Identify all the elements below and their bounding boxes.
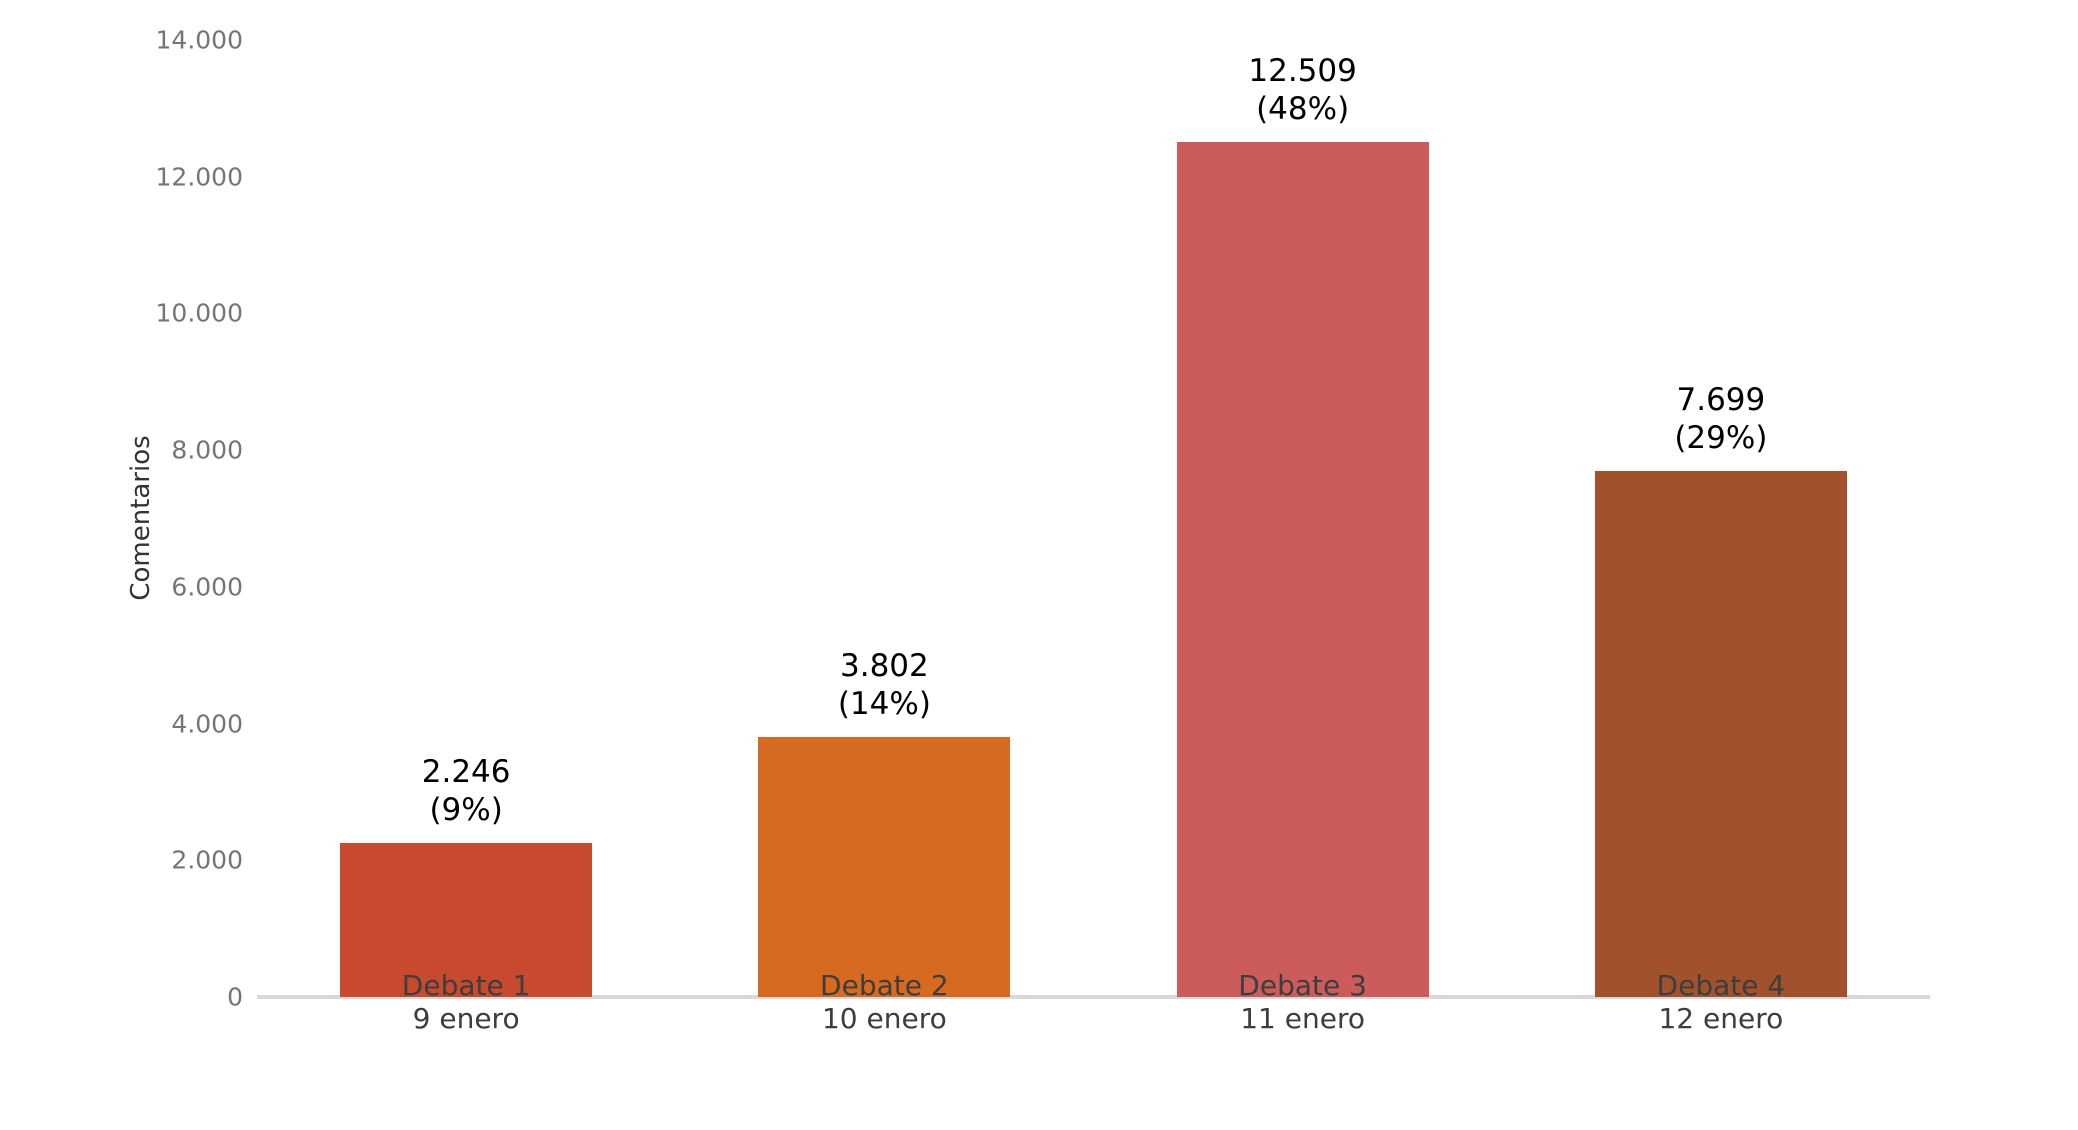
x-tick-label: Debate 2 10 enero <box>675 969 1093 1035</box>
x-tick-label: Debate 3 11 enero <box>1094 969 1512 1035</box>
x-tick-category: Debate 3 <box>1238 969 1367 1002</box>
x-tick-label: Debate 4 12 enero <box>1512 969 1930 1035</box>
x-tick-date: 10 enero <box>821 1002 947 1035</box>
y-tick-label: 12.000 <box>155 162 243 192</box>
bar-debate-1 <box>340 843 593 997</box>
y-tick-label: 0 <box>227 982 243 1012</box>
bar-value-label: 7.699 (29%) <box>1512 381 1930 457</box>
x-tick-date: 9 enero <box>412 1002 520 1035</box>
y-tick-label: 8.000 <box>171 435 243 465</box>
x-axis-baseline <box>257 995 1930 999</box>
y-tick-label: 14.000 <box>155 25 243 55</box>
x-tick-category: Debate 1 <box>401 969 531 1002</box>
bar-debate-2 <box>758 737 1011 997</box>
bar-value-text: 7.699 <box>1676 381 1766 418</box>
x-tick-date: 11 enero <box>1240 1002 1365 1035</box>
x-tick-category: Debate 2 <box>820 969 949 1002</box>
bar-debate-3 <box>1176 141 1429 997</box>
y-tick-label: 6.000 <box>171 572 243 602</box>
bar-value-text: 3.802 <box>840 648 929 685</box>
plot-area: 2.246 (9%) 3.802 (14%) 12.509 (48%) 7.699 (29%) <box>257 40 1930 999</box>
bar-value-label: 12.509 (48%) <box>1094 52 1512 128</box>
x-tick-category: Debate 4 <box>1656 969 1786 1002</box>
bar-percent-text: (9%) <box>429 792 503 829</box>
y-tick-label: 4.000 <box>171 709 243 739</box>
y-tick-label: 10.000 <box>155 298 243 328</box>
y-tick-label: 2.000 <box>171 845 243 875</box>
bar-percent-text: (48%) <box>1256 90 1350 127</box>
bar-debate-4 <box>1594 470 1847 997</box>
bar-percent-text: (14%) <box>837 686 931 723</box>
bar-value-text: 12.509 <box>1248 52 1357 89</box>
bar-value-label: 2.246 (9%) <box>257 753 675 829</box>
x-tick-date: 12 enero <box>1658 1002 1784 1035</box>
bar-value-text: 2.246 <box>421 754 511 791</box>
bar-value-label: 3.802 (14%) <box>675 647 1093 723</box>
bar-percent-text: (29%) <box>1674 419 1768 456</box>
